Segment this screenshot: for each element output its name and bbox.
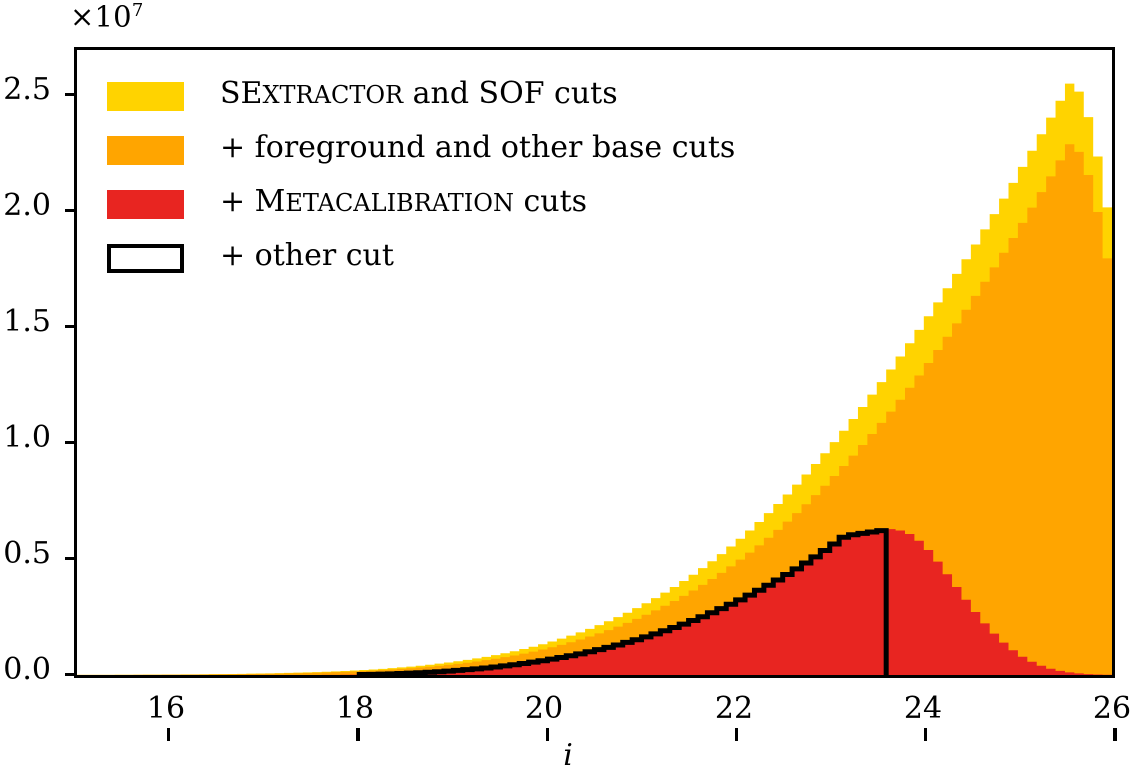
y-tick-mark — [65, 440, 77, 444]
plot-clip — [77, 50, 1112, 675]
x-tick-mark — [356, 728, 360, 741]
legend: SEXTRACTOR and SOF cuts + foreground and… — [107, 75, 747, 293]
legend-label-other-cut: + other cut — [220, 237, 394, 276]
x-tick-label: 18 — [335, 691, 375, 726]
y-tick-label: 2.0 — [3, 188, 51, 223]
y-tick-mark — [65, 556, 77, 560]
legend-label-lead: + M — [220, 184, 286, 219]
y-tick-mark — [65, 208, 77, 213]
legend-label-sextractor-and-sof-cuts: SEXTRACTOR and SOF cuts — [220, 75, 618, 114]
legend-label-smallcaps: XTRACTOR — [262, 81, 404, 109]
x-tick-mark — [1113, 728, 1117, 741]
y-tick-label: 2.5 — [3, 72, 51, 107]
y-tick-label: 0.0 — [3, 652, 51, 687]
series-other-cut-outline — [356, 528, 889, 675]
legend-swatch-other-cut — [107, 244, 184, 273]
legend-entry-other-cut[interactable]: + other cut — [107, 237, 747, 293]
y-tick-label: 1.0 — [3, 420, 51, 455]
legend-label-lead: + foreground and other base cuts — [220, 130, 736, 165]
x-tick-label: 16 — [146, 691, 186, 726]
legend-swatch-foreground-and-other-base-cuts — [107, 136, 184, 165]
legend-entry-sextractor-and-sof-cuts[interactable]: SEXTRACTOR and SOF cuts — [107, 75, 747, 131]
legend-entry-foreground-and-other-base-cuts[interactable]: + foreground and other base cuts — [107, 129, 747, 185]
x-tick-label: 24 — [903, 691, 943, 726]
legend-label-tail: and SOF cuts — [403, 76, 618, 111]
y-tick-label: 1.5 — [3, 304, 51, 339]
legend-label-foreground-and-other-base-cuts: + foreground and other base cuts — [220, 129, 735, 168]
histogram-canvas — [77, 83, 1112, 675]
y-axis-offset-exponent: 7 — [131, 0, 144, 21]
y-tick-mark — [65, 93, 77, 97]
legend-label-lead: + other cut — [220, 238, 394, 273]
legend-label-smallcaps: ETACALIBRATION — [285, 189, 514, 217]
legend-label-metacalibration-cuts: + METACALIBRATION cuts — [220, 183, 587, 222]
y-tick-label: 0.5 — [3, 536, 51, 571]
legend-label-tail: cuts — [513, 184, 588, 219]
legend-swatch-metacalibration-cuts — [107, 190, 184, 219]
y-tick-mark — [65, 672, 77, 676]
x-tick-mark — [167, 728, 171, 741]
series-metacalibration — [77, 529, 1112, 675]
x-tick-label: 22 — [714, 691, 754, 726]
legend-swatch-sextractor-and-sof-cuts — [107, 82, 184, 111]
x-tick-label: 20 — [524, 691, 564, 726]
y-axis-offset-base: ×10 — [70, 0, 132, 34]
y-axis-offset-multiplier: ×107 — [70, 2, 143, 32]
y-tick-mark — [65, 324, 77, 328]
legend-label-lead: SE — [220, 76, 263, 111]
x-tick-mark — [545, 728, 549, 741]
x-tick-label: 26 — [1092, 691, 1132, 726]
legend-entry-metacalibration-cuts[interactable]: + METACALIBRATION cuts — [107, 183, 747, 239]
x-axis-title: i — [563, 738, 573, 773]
x-tick-mark — [924, 728, 928, 741]
x-tick-mark — [734, 728, 739, 741]
plot-area — [65, 47, 1117, 741]
